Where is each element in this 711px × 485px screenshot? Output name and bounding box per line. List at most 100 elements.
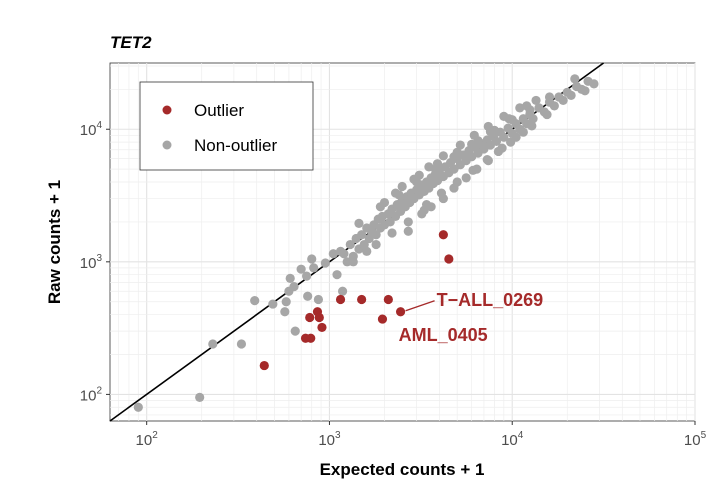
non-outlier-point [281,297,291,307]
non-outlier-point [397,181,407,192]
non-outlier-point [412,177,422,187]
non-outlier-point [504,114,514,124]
non-outlier-point [348,257,358,267]
non-outlier-point [527,121,537,131]
non-outlier-point [302,271,312,281]
non-outlier-point [499,132,509,142]
non-outlier-point [195,392,205,402]
non-outlier-point [497,143,507,153]
non-outlier-point [371,230,381,240]
outlier-point [444,254,454,264]
non-outlier-point [357,230,367,240]
non-outlier-point [280,307,290,317]
legend: Outlier Non-outlier [139,81,314,171]
non-outlier-point [354,218,364,228]
non-outlier-point [518,127,528,137]
non-outlier-point [485,126,496,137]
annotation-label-aml-0405: AML_0405 [399,325,488,345]
non-outlier-point [375,202,385,212]
non-outlier-point [580,86,590,96]
annotation-label-t-all-0269: T−ALL_0269 [437,290,544,310]
non-outlier-point [309,263,319,273]
non-outlier-point [236,339,247,349]
legend-box [139,81,314,171]
legend-outlier-swatch [162,105,172,115]
non-outlier-point [542,109,552,120]
non-outlier-point [328,249,338,259]
x-axis-ticks: 102 103 104 105 [136,421,707,449]
legend-non-outlier-swatch [162,140,172,150]
non-outlier-point [570,74,580,84]
x-tick-label: 104 [501,430,524,449]
non-outlier-point [371,239,381,250]
non-outlier-point [522,101,532,111]
non-outlier-point [468,165,478,175]
non-outlier-point [133,402,143,412]
non-outlier-point [531,95,541,106]
outlier-point [305,312,315,323]
non-outlier-point [320,258,330,268]
non-outlier-point [290,326,300,336]
non-outlier-point [558,95,568,106]
non-outlier-point [403,226,413,236]
non-outlier-point [438,151,448,161]
non-outlier-point [285,273,295,283]
x-tick-label: 102 [136,430,159,449]
non-outlier-point [332,270,342,280]
non-outlier-point [436,188,447,198]
y-axis-title: Raw counts + 1 [45,180,64,304]
x-axis-title: Expected counts + 1 [320,460,485,479]
outlier-point [314,312,324,323]
non-outlier-point [589,79,599,89]
non-outlier-point [455,140,465,150]
non-outlier-point [544,92,555,102]
legend-outlier-label: Outlier [194,101,244,120]
chart-title: TET2 [110,33,152,52]
x-tick-label: 103 [318,430,341,449]
non-outlier-point [482,155,492,165]
non-outlier-points [133,74,599,412]
non-outlier-point [403,217,413,227]
y-tick-label: 102 [80,385,103,404]
non-outlier-point [337,286,348,296]
non-outlier-point [430,164,441,174]
non-outlier-point [566,90,576,101]
outlier-point [383,294,393,305]
non-outlier-point [268,299,278,309]
outlier-point [317,322,327,333]
non-outlier-point [452,177,462,187]
outlier-point [395,307,406,317]
y-tick-label: 104 [80,120,103,139]
non-outlier-point [511,132,521,142]
non-outlier-point [362,246,372,256]
outlier-point [438,230,448,240]
non-outlier-point [491,136,502,146]
non-outlier-point [528,114,538,124]
outlier-point [335,294,346,305]
non-outlier-point [303,291,313,301]
outlier-point [357,294,367,305]
non-outlier-point [208,339,218,349]
non-outlier-point [345,239,355,250]
non-outlier-point [289,282,299,292]
non-outlier-point [313,294,323,305]
non-outlier-point [250,295,260,306]
non-outlier-point [394,190,404,200]
non-outlier-point [515,103,525,113]
non-outlier-point [549,101,559,111]
non-outlier-point [449,152,459,162]
y-axis-ticks: 102 103 104 [80,120,110,404]
non-outlier-point [419,205,429,215]
outlier-point [377,314,388,324]
outlier-point [259,360,269,371]
annotation-leader-line [405,300,435,312]
legend-non-outlier-label: Non-outlier [194,136,277,155]
non-outlier-point [387,228,397,238]
non-outlier-point [296,264,306,274]
non-outlier-point [339,249,349,259]
non-outlier-point [467,139,477,149]
x-tick-label: 105 [684,430,707,449]
outlier-point [306,333,316,343]
outlier-points [259,230,454,371]
